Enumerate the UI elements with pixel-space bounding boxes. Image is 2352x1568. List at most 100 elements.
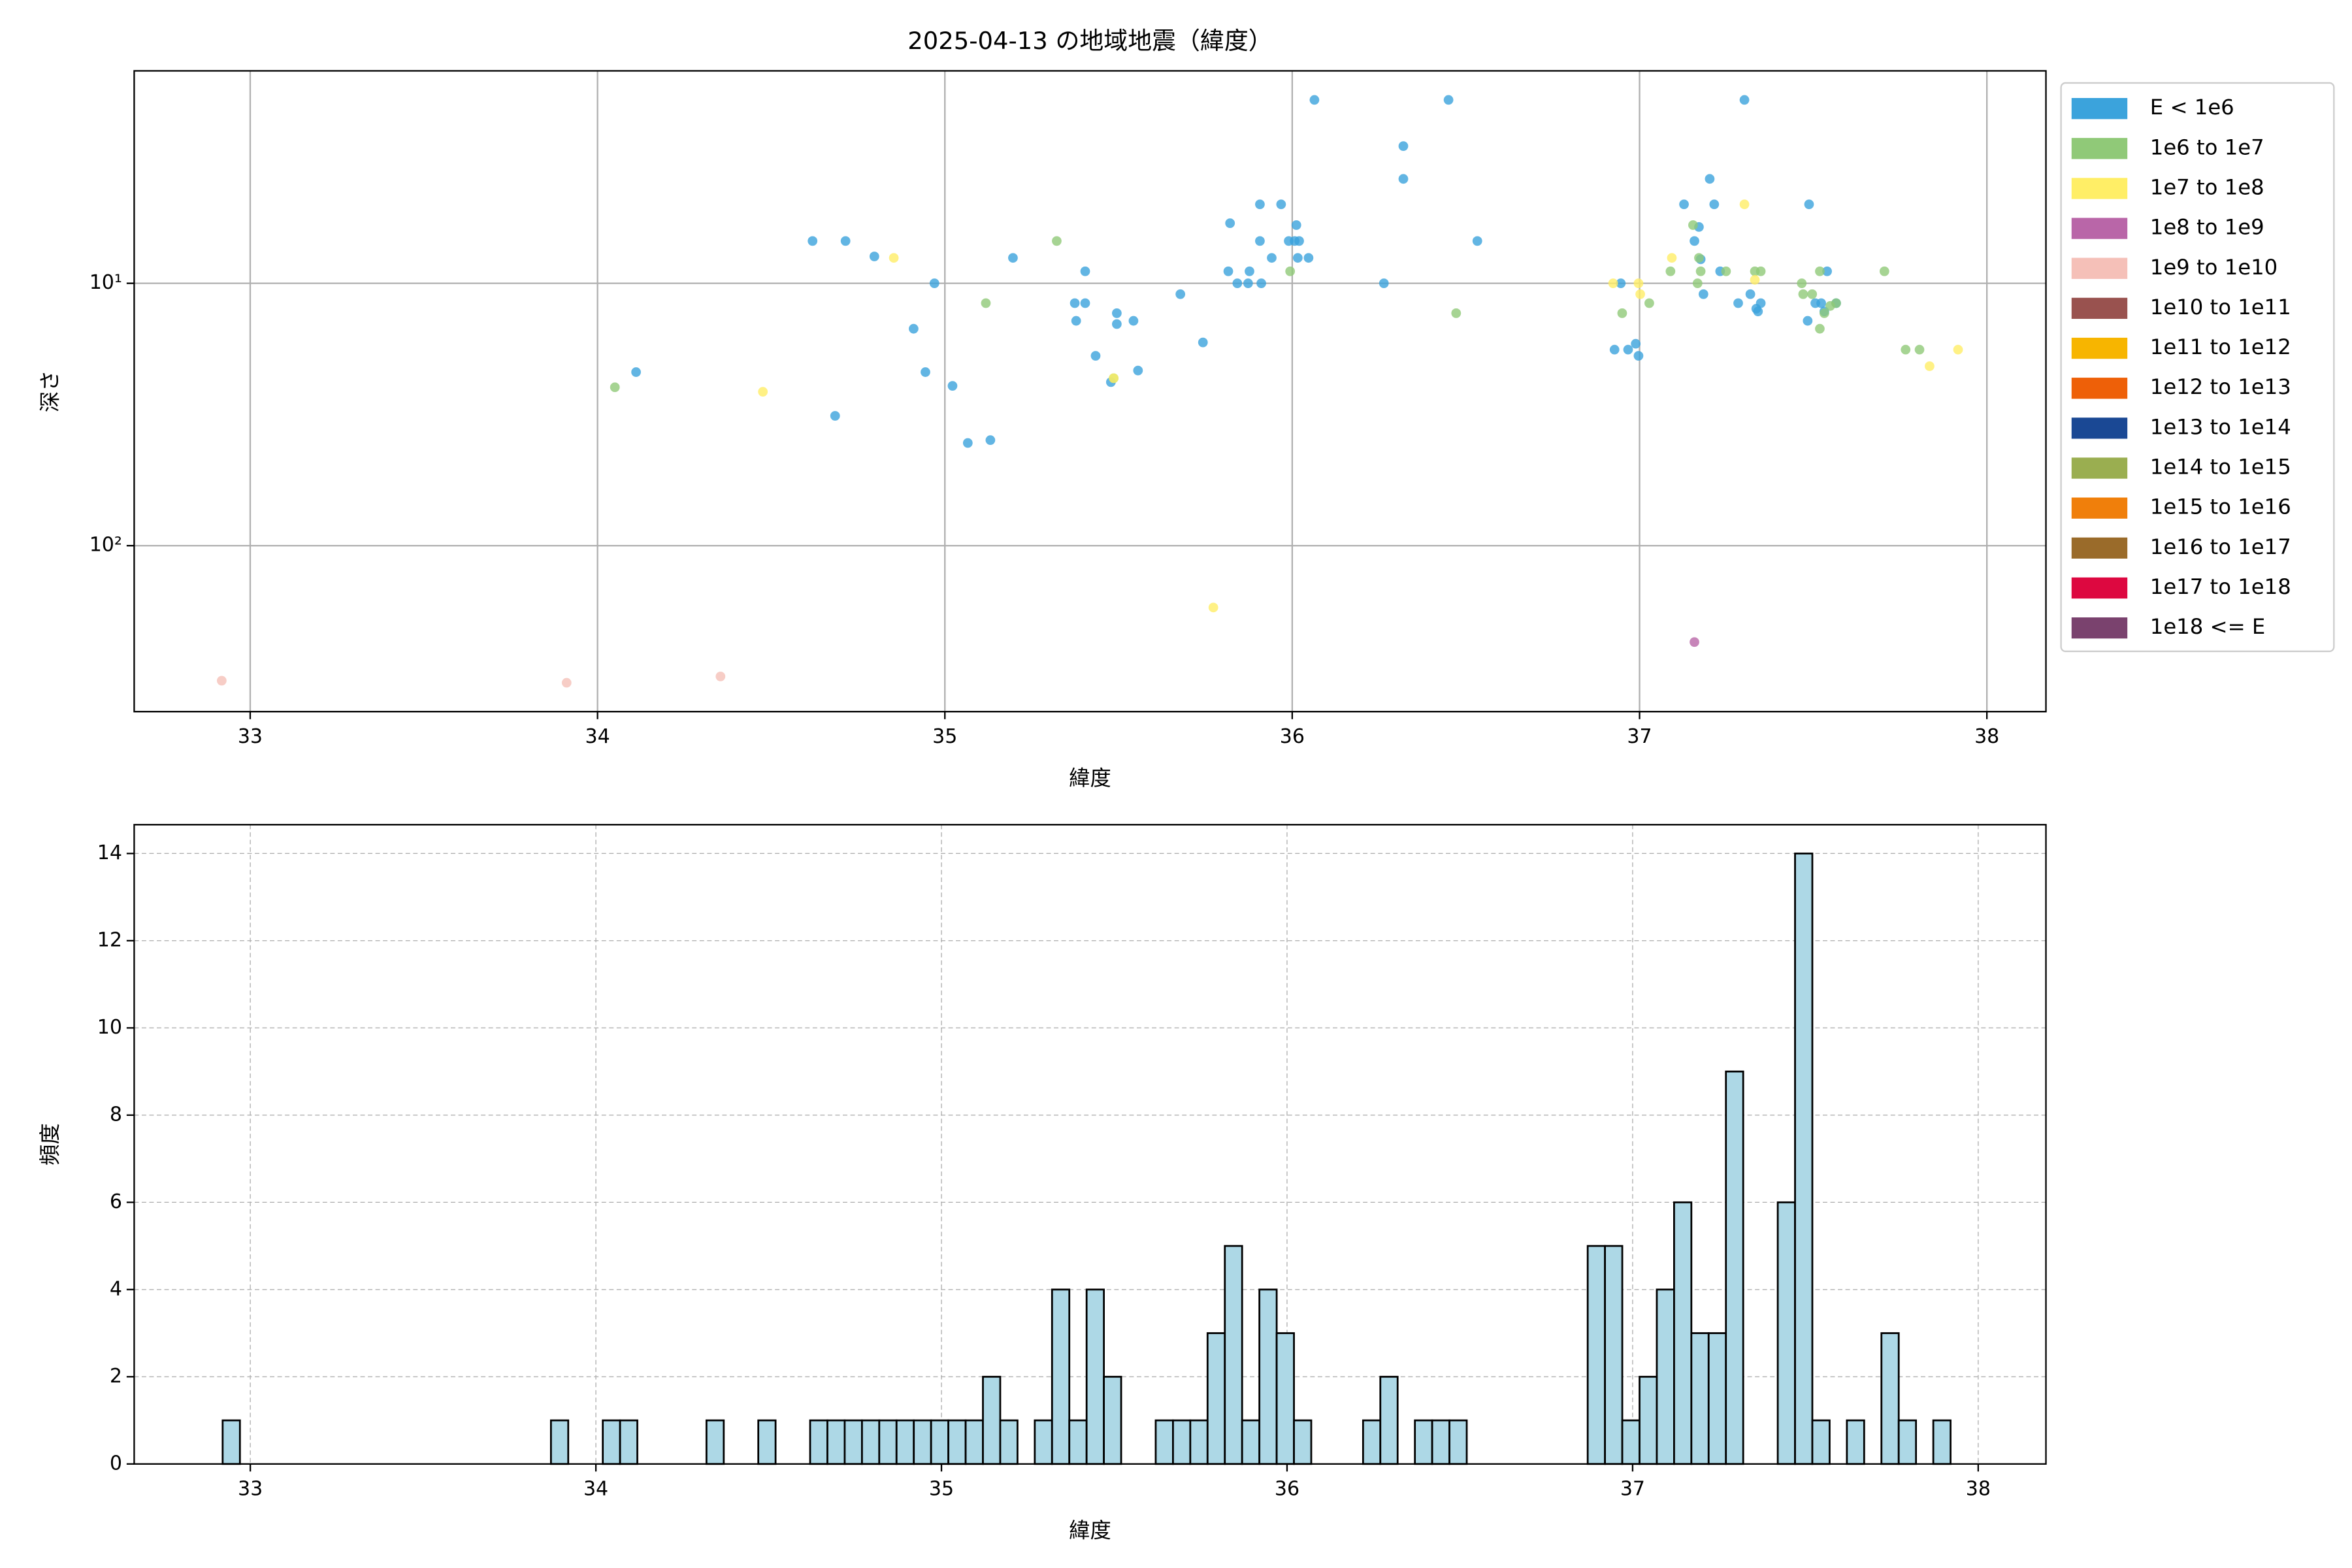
x-tick-label: 35 <box>932 725 957 748</box>
bar <box>1621 1419 1641 1465</box>
point <box>1688 220 1698 230</box>
point <box>1112 308 1122 318</box>
point <box>1745 289 1756 299</box>
point <box>869 252 879 261</box>
point <box>1225 218 1235 228</box>
legend-label: 1e8 to 1e9 <box>2150 215 2264 240</box>
point <box>1667 253 1677 263</box>
legend-swatch <box>2071 178 2128 199</box>
bar <box>1241 1419 1261 1465</box>
point <box>1285 266 1296 276</box>
legend-swatch <box>2071 257 2128 279</box>
bar <box>619 1419 638 1465</box>
legend-label: 1e9 to 1e10 <box>2150 255 2278 280</box>
point <box>758 387 768 397</box>
point <box>1815 266 1825 276</box>
point <box>1692 278 1703 289</box>
x-tick-label: 37 <box>1620 1478 1645 1501</box>
x-axis-label: 緯度 <box>1069 1518 1111 1543</box>
bar <box>1707 1332 1727 1465</box>
legend-swatch <box>2071 537 2128 559</box>
y-axis-label: 深さ <box>37 370 62 413</box>
point <box>1609 344 1620 355</box>
bar <box>809 1419 828 1465</box>
point <box>1733 298 1743 308</box>
point <box>1914 344 1925 355</box>
y-tick-label: 2 <box>110 1365 122 1388</box>
point <box>1756 298 1766 308</box>
bar <box>1897 1419 1918 1465</box>
point <box>561 678 572 688</box>
point <box>1080 298 1090 308</box>
bar <box>1639 1375 1658 1465</box>
bar <box>1794 852 1814 1465</box>
point <box>808 236 818 246</box>
bar <box>1656 1288 1675 1465</box>
x-tick-label: 38 <box>1966 1478 1991 1501</box>
y-tick-label: 12 <box>97 928 122 951</box>
point <box>1807 289 1818 299</box>
point <box>1690 637 1699 647</box>
bar <box>1051 1288 1071 1465</box>
point <box>921 367 930 377</box>
point <box>1698 289 1708 299</box>
y-tick-label: 10² <box>90 534 122 557</box>
y-axis-label: 頻度 <box>37 1123 62 1166</box>
bar <box>826 1419 846 1465</box>
point <box>1705 174 1715 184</box>
point <box>929 278 939 289</box>
point <box>1303 253 1314 263</box>
legend-frame <box>2060 82 2335 653</box>
point <box>1665 266 1676 276</box>
y-tick-label: 10 <box>97 1016 122 1039</box>
point <box>985 435 996 446</box>
point <box>1267 253 1277 263</box>
point <box>1398 141 1409 152</box>
point <box>1694 253 1704 263</box>
bar <box>1846 1419 1865 1465</box>
bar <box>1811 1419 1831 1465</box>
point <box>1243 278 1253 289</box>
point <box>1631 338 1641 349</box>
bar <box>221 1419 241 1465</box>
bar <box>757 1419 777 1465</box>
point <box>715 671 726 681</box>
point <box>1753 306 1763 317</box>
point <box>1822 266 1832 276</box>
point <box>981 298 991 308</box>
bar <box>1103 1375 1122 1465</box>
point <box>1128 316 1139 326</box>
point <box>1071 316 1081 326</box>
x-tick-label: 33 <box>238 725 263 748</box>
bar <box>999 1419 1019 1465</box>
point <box>631 367 641 377</box>
y-tick-label: 0 <box>110 1452 122 1475</box>
legend-swatch <box>2071 417 2128 439</box>
point <box>1633 278 1644 289</box>
bar <box>964 1419 984 1465</box>
bar <box>1154 1419 1174 1465</box>
bar <box>1586 1245 1606 1465</box>
y-tick-label: 8 <box>110 1103 122 1126</box>
point <box>1472 236 1482 246</box>
bar <box>1379 1375 1399 1465</box>
point <box>1008 253 1018 263</box>
point <box>1255 199 1265 210</box>
axes-frame <box>133 70 2047 713</box>
point <box>1750 274 1760 285</box>
bar <box>1431 1419 1450 1465</box>
legend-swatch <box>2071 297 2128 319</box>
bar <box>1725 1070 1744 1465</box>
point <box>610 382 620 393</box>
bar <box>860 1419 881 1465</box>
bar <box>1414 1419 1433 1465</box>
legend-swatch <box>2071 98 2128 120</box>
point <box>1223 266 1233 276</box>
point <box>1208 602 1218 613</box>
bar <box>1224 1245 1243 1465</box>
point <box>1690 236 1699 246</box>
point <box>1451 308 1462 318</box>
bar <box>982 1375 1002 1465</box>
legend-label: E < 1e6 <box>2150 95 2234 120</box>
